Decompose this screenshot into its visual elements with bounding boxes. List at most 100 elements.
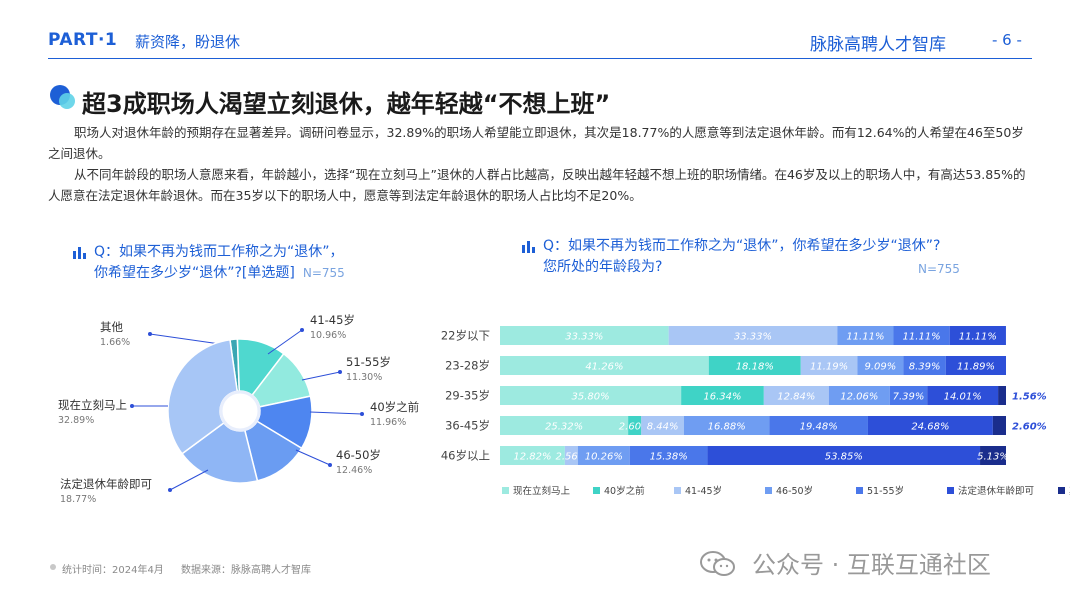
paragraph-1: 职场人对退休年龄的预期存在显著差异。调研问卷显示，32.89%的职场人希望能立即… (48, 125, 1024, 161)
header-divider (48, 58, 1032, 59)
bar-segment (629, 446, 708, 465)
right-question-line2: 您所处的年龄段为? (543, 259, 663, 275)
pie-leader-dot (130, 404, 134, 408)
bar-segment (893, 326, 950, 345)
pie-leader-line (309, 411, 363, 415)
bar-value-label: 11.11% (959, 332, 997, 343)
bar-value-label: 8.39% (909, 362, 941, 373)
bar-value-label: 11.11% (846, 332, 884, 343)
legend-label: 41-45岁 (685, 485, 722, 497)
bar-value-label: 25.32% (545, 422, 583, 433)
pie-leader-line (267, 329, 303, 355)
footer-note: 统计时间：2024年4月 数据来源：脉脉高聘人才智库 (62, 561, 311, 576)
bar-value-label: 8.44% (647, 422, 679, 433)
pie-label: 41-45岁 (310, 313, 355, 327)
bar-segment (828, 386, 890, 405)
bar-value-label: 12.84% (777, 392, 815, 403)
bar-segment (903, 356, 946, 375)
pie-leader-line (301, 371, 341, 381)
bar-segment (763, 386, 829, 405)
legend-swatch (1058, 487, 1065, 494)
pie-value-label: 12.46% (336, 465, 372, 476)
pie-leader-dot (300, 328, 304, 332)
title-bubble-icon (50, 85, 75, 109)
footer-time: 统计时间：2024年4月 (62, 565, 164, 576)
bar-value-label: 2.60% (619, 422, 651, 433)
legend-swatch (947, 487, 954, 494)
pie-value-label: 10.96% (310, 330, 346, 341)
bar-segment (668, 326, 838, 345)
stacked-bar-chart: 22岁以下 33.33% 33.33% 11.11% 11.11% 11.11% 23-28… (441, 326, 1070, 497)
pie-label: 51-55岁 (346, 355, 391, 369)
legend-swatch (765, 487, 772, 494)
bar-segment (500, 416, 629, 435)
bar-chart-icon (72, 244, 86, 263)
pie-label: 现在立刻马上 (58, 398, 127, 412)
pie-leader-dot (338, 370, 342, 374)
bar-value-label: 15.38% (650, 452, 688, 463)
pie-label: 其他 (100, 320, 123, 334)
legend-label: 法定退休年龄即可 (958, 485, 1034, 497)
right-question: Q：如果不再为钱而工作称之为“退休”，你希望在多少岁“退休”? 您所处的年龄段为… (543, 236, 940, 278)
footer-dot (50, 564, 56, 570)
bar-segment (949, 326, 1006, 345)
bar-segment (769, 416, 868, 435)
pie-label: 法定退休年龄即可 (60, 477, 152, 491)
bar-segment (564, 446, 578, 465)
bar-value-label: 35.80% (572, 392, 610, 403)
paragraph-2: 从不同年龄段的职场人意愿来看，年龄越小，选择“现在立刻马上”退休的人群占比越高，… (48, 167, 1026, 203)
bar-value-label: 11.89% (957, 362, 995, 373)
bar-value-label: 10.26% (585, 452, 623, 463)
bar-category-label: 23-28岁 (445, 359, 490, 373)
bar-value-label: 41.26% (585, 362, 623, 373)
bar-value-label: 12.82% (513, 452, 551, 463)
bar-value-label: 14.01% (944, 392, 982, 403)
bar-segment (628, 416, 642, 435)
bar-segment (889, 386, 928, 405)
footer-source: 数据来源：脉脉高聘人才智库 (181, 565, 311, 576)
bar-segment (681, 386, 764, 405)
pie-value-label: 32.89% (58, 415, 94, 426)
left-question-line2: 你希望在多少岁“退休”?[单选题] (94, 265, 295, 281)
bar-value-label: 33.33% (734, 332, 772, 343)
section-subtitle: 薪资降，盼退休 (135, 33, 241, 51)
bar-segment (500, 356, 709, 375)
right-sample-size: N=755 (918, 262, 960, 276)
legend-swatch (856, 487, 863, 494)
bar-value-label: 33.33% (565, 332, 603, 343)
bar-value-label: 16.88% (708, 422, 746, 433)
bar-value-label: 53.85% (825, 452, 863, 463)
watermark-text: 公众号 · 互联互通社区 (752, 551, 991, 579)
bar-category-label: 46岁以上 (441, 449, 490, 463)
pie-leader-dot (328, 463, 332, 467)
pie-leader-dot (168, 488, 172, 492)
pie-leader-line (295, 449, 331, 466)
legend-swatch (674, 487, 681, 494)
bar-segment (683, 416, 770, 435)
bar-segment (707, 446, 981, 465)
bar-value-label: 11.11% (903, 332, 941, 343)
bar-chart-icon (521, 238, 535, 257)
bar-segment (577, 446, 630, 465)
bar-segment (980, 446, 1006, 465)
bar-segment (857, 356, 904, 375)
bar-segment (500, 326, 669, 345)
left-question: Q：如果不再为钱而工作称之为“退休”， 你希望在多少岁“退休”?[单选题] N=7… (94, 242, 345, 284)
page-number: - 6 - (992, 31, 1022, 49)
bar-value-label: 16.34% (703, 392, 741, 403)
bar-value-label: 5.13% (977, 452, 1009, 463)
pie-leader-line (169, 469, 209, 491)
bar-segment (800, 356, 858, 375)
bar-segment (867, 416, 993, 435)
right-question-line1: Q：如果不再为钱而工作称之为“退休”，你希望在多少岁“退休”? (543, 238, 941, 254)
legend-label: 其他 (1069, 485, 1070, 497)
bar-segment (837, 326, 894, 345)
bar-category-label: 29-35岁 (445, 389, 490, 403)
legend-label: 40岁之前 (604, 485, 645, 497)
pie-leader-line (149, 333, 221, 345)
bar-value-label: 11.19% (810, 362, 848, 373)
legend-swatch (593, 487, 600, 494)
bar-segment (500, 386, 682, 405)
left-sample-size: N=755 (302, 266, 345, 280)
bar-segment (998, 386, 1006, 405)
